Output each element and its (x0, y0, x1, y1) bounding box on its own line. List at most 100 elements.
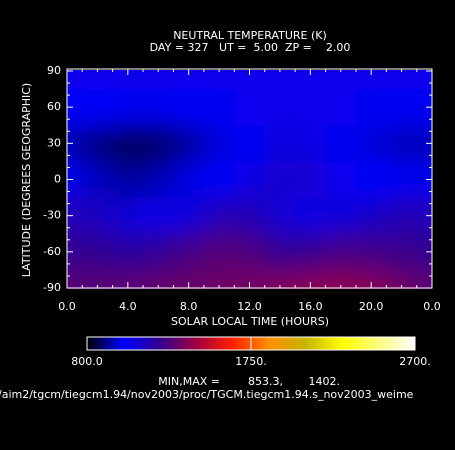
chart-title: NEUTRAL TEMPERATURE (K) (173, 29, 327, 42)
heat-cell (325, 125, 357, 162)
heat-cell (416, 197, 432, 235)
heat-cell (203, 125, 235, 162)
heat-cell (264, 161, 296, 199)
heat-cell (295, 233, 327, 271)
footer-path: /aim2/tgcm/tiegcm1.94/nov2003/proc/TGCM.… (0, 388, 414, 401)
heat-cell (203, 197, 235, 235)
x-axis-label: SOLAR LOCAL TIME (HOURS) (171, 315, 329, 328)
heat-cell (67, 70, 83, 90)
heat-cell (143, 125, 174, 162)
heat-cell (234, 89, 266, 126)
heat-cell (112, 125, 144, 162)
heat-cell (355, 269, 387, 289)
heat-cell (143, 233, 174, 271)
heat-cell (67, 125, 83, 162)
heat-cell (143, 161, 174, 199)
heat-cell (355, 70, 387, 90)
heat-cell (416, 70, 432, 90)
heat-cell (67, 269, 83, 289)
plot-clip (67, 70, 432, 289)
heat-cell (203, 269, 235, 289)
field (67, 70, 432, 289)
heat-cell (173, 89, 205, 126)
heat-cell (82, 233, 114, 271)
heat-cell (112, 269, 144, 289)
y-axis-label: LATITUDE (DEGREES GEOGRAPHIC) (20, 83, 33, 277)
colorbar-tick-label: 2700. (399, 355, 431, 368)
heat-cell (143, 197, 174, 235)
heat-cell (173, 233, 205, 271)
heat-cell (143, 269, 174, 289)
heat-cell (416, 233, 432, 271)
heat-cell (82, 125, 114, 162)
heat-cell (82, 197, 114, 235)
x-tick-label: 4.0 (119, 300, 137, 313)
heat-cell (386, 161, 418, 199)
heat-cell (416, 89, 432, 126)
heat-cell (67, 233, 83, 271)
heat-cell (173, 197, 205, 235)
heat-cell (82, 161, 114, 199)
heat-cell (203, 161, 235, 199)
heat-cell (234, 233, 266, 271)
heat-cell (295, 125, 327, 162)
heat-cell (264, 269, 296, 289)
heat-cell (203, 89, 235, 126)
heat-cell (416, 269, 432, 289)
y-tick-label: -90 (43, 281, 61, 294)
minmax-label: MIN,MAX = (158, 375, 220, 388)
heat-cell (386, 269, 418, 289)
y-tick-label: -30 (43, 209, 61, 222)
x-tick-label: 8.0 (180, 300, 198, 313)
heat-cell (67, 197, 83, 235)
heat-cell (355, 125, 387, 162)
heat-cell (264, 125, 296, 162)
heat-cell (203, 70, 235, 90)
heat-cell (112, 233, 144, 271)
y-tick-label: 0 (54, 173, 61, 186)
heat-cell (325, 70, 357, 90)
heat-cell (416, 161, 432, 199)
y-tick-label: 60 (47, 100, 61, 113)
heat-cell (143, 89, 174, 126)
heat-cell (112, 70, 144, 90)
min-value: 853.3, (248, 375, 283, 388)
heat-cell (264, 89, 296, 126)
heat-cell (234, 197, 266, 235)
heat-cell (325, 233, 357, 271)
heat-cell (82, 269, 114, 289)
heat-cell (234, 269, 266, 289)
heat-cell (295, 197, 327, 235)
x-tick-label: 12.0 (237, 300, 262, 313)
heat-cell (386, 70, 418, 90)
heat-cell (82, 70, 114, 90)
heat-cell (82, 89, 114, 126)
heat-cell (112, 197, 144, 235)
heat-cell (112, 89, 144, 126)
x-tick-label: 20.0 (359, 300, 384, 313)
heat-cell (325, 269, 357, 289)
heat-cell (173, 161, 205, 199)
chart-subtitle: DAY = 327 UT = 5.00 ZP = 2.00 (150, 41, 351, 54)
heat-cell (355, 197, 387, 235)
y-tick-label: 90 (47, 64, 61, 77)
heat-cell (386, 89, 418, 126)
heat-cell (234, 161, 266, 199)
x-tick-label: 0.0 (423, 300, 441, 313)
heat-cell (386, 197, 418, 235)
heat-cell (264, 233, 296, 271)
heat-cell (67, 89, 83, 126)
heat-cell (416, 125, 432, 162)
heat-cell (355, 233, 387, 271)
heat-cell (264, 197, 296, 235)
colorbar-tick-label: 1750. (235, 355, 267, 368)
heat-cell (386, 233, 418, 271)
heat-cell (203, 233, 235, 271)
heat-cell (325, 161, 357, 199)
heat-cell (173, 70, 205, 90)
heat-cell (355, 161, 387, 199)
heat-cell (264, 70, 296, 90)
heat-cell (355, 89, 387, 126)
